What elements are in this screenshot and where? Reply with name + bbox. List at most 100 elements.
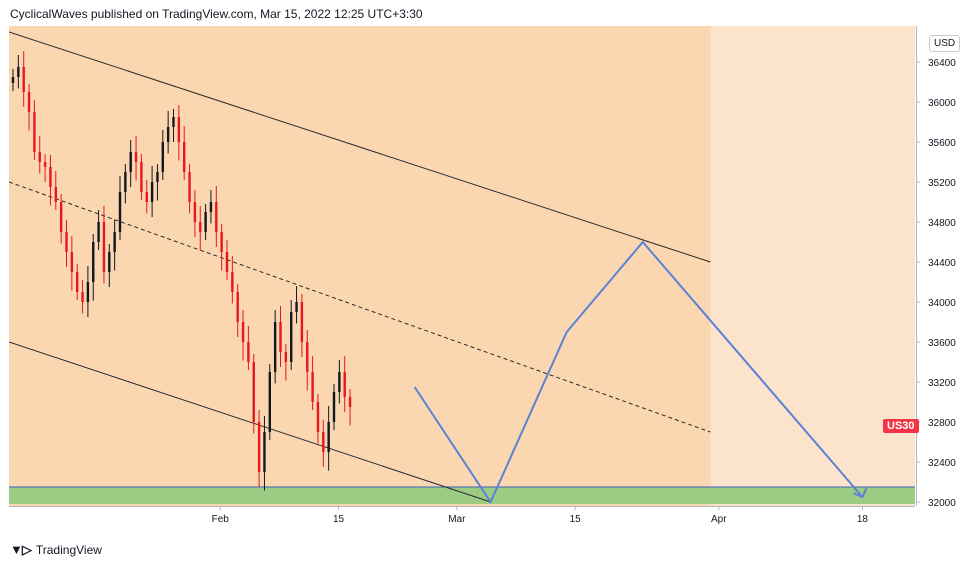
- candle-body: [273, 322, 277, 372]
- candle-body: [193, 202, 197, 222]
- candle-body: [316, 402, 320, 432]
- time-tick-label: 15: [570, 514, 582, 525]
- candle-body: [161, 142, 164, 172]
- candle-body: [263, 432, 266, 472]
- price-tick-label: 33600: [928, 338, 956, 349]
- candle-body: [27, 92, 31, 112]
- price-tick-label: 32000: [928, 498, 956, 506]
- candle-body: [306, 342, 309, 372]
- candle-body: [268, 372, 271, 432]
- candle-body: [188, 172, 191, 202]
- channel-region: [9, 26, 711, 506]
- price-tick-label: 33200: [928, 378, 956, 389]
- price-axis-canvas: 32000 32400 32800 33200 33600 34000 34400 34800…: [916, 26, 956, 509]
- price-tick-label: 32400: [928, 458, 956, 469]
- time-tick-label: Feb: [212, 514, 230, 525]
- price-tick-label: 35600: [928, 138, 956, 149]
- candle-body: [76, 272, 79, 292]
- time-tick-label: 15: [333, 514, 345, 525]
- candle-body: [102, 222, 106, 272]
- candle-body: [204, 212, 207, 232]
- candle-body: [199, 222, 202, 232]
- candle-body: [183, 142, 186, 172]
- candle-body: [252, 362, 255, 422]
- candle-body: [279, 322, 282, 352]
- candle-body: [300, 302, 304, 342]
- candle-body: [150, 182, 154, 202]
- price-tick-label: 36000: [928, 98, 956, 109]
- candle-body: [322, 432, 325, 452]
- time-axis-canvas: Feb15Mar15Apr18May16Jun15: [9, 506, 977, 525]
- candle-body: [129, 152, 132, 172]
- channel-middle-line: [9, 181, 711, 433]
- support-zone: [9, 487, 915, 504]
- candle-body: [338, 372, 341, 392]
- candle-body: [124, 172, 127, 192]
- chart-pane[interactable]: [9, 26, 915, 506]
- channel-upper-line: [9, 31, 711, 263]
- candle-body: [59, 202, 63, 232]
- candle-body: [236, 292, 239, 322]
- candle-body: [290, 312, 293, 362]
- candle-body: [311, 372, 314, 402]
- tradingview-logo-text: TradingView: [35, 543, 102, 557]
- channel-lower-line: [9, 341, 491, 503]
- chart-canvas[interactable]: [9, 26, 915, 506]
- candle-body: [108, 252, 111, 272]
- candle-body: [327, 422, 330, 452]
- price-axis[interactable]: 32000 32400 32800 33200 33600 34000 34400 34800…: [916, 26, 977, 509]
- candle-body: [70, 252, 74, 272]
- price-tick-label: 34800: [928, 218, 956, 229]
- candle-body: [97, 222, 100, 242]
- publisher-header: CyclicalWaves published on TradingView.c…: [10, 7, 423, 21]
- candle-body: [241, 322, 245, 342]
- price-tick-label: 34000: [928, 298, 956, 309]
- candle-body: [33, 112, 36, 152]
- candle-body: [295, 302, 298, 312]
- last-price-label: US30: [883, 419, 919, 433]
- candle-body: [11, 77, 15, 83]
- candle-body: [145, 192, 148, 202]
- candle-body: [118, 192, 122, 232]
- candle-body: [49, 167, 52, 187]
- candle-body: [43, 162, 47, 167]
- candle-body: [257, 422, 261, 472]
- candle-body: [134, 152, 138, 162]
- candle-body: [81, 292, 84, 302]
- tradingview-logo-icon: ▼▷: [10, 542, 32, 557]
- price-tick-label: 36400: [928, 58, 956, 69]
- projection-arrowhead: [853, 487, 868, 499]
- price-tick-label: 35200: [928, 178, 956, 189]
- candle-body: [113, 232, 116, 252]
- candle-body: [220, 232, 223, 252]
- currency-badge[interactable]: USD: [929, 35, 961, 52]
- candle-body: [92, 242, 95, 282]
- candle-body: [38, 152, 41, 162]
- candle-body: [22, 67, 25, 92]
- time-tick-label: Mar: [448, 514, 466, 525]
- time-tick-label: Apr: [711, 514, 727, 525]
- candle-body: [343, 372, 346, 397]
- time-tick-label: 18: [857, 514, 869, 525]
- candle-body: [156, 172, 159, 182]
- candle-body: [209, 202, 213, 212]
- candle-body: [284, 352, 288, 362]
- candle-body: [65, 232, 68, 252]
- candle-body: [17, 67, 20, 77]
- candle-body: [247, 342, 250, 362]
- price-tick-label: 32800: [928, 418, 956, 429]
- candle-body: [54, 187, 57, 202]
- candle-body: [225, 252, 229, 272]
- candle-body: [215, 202, 218, 232]
- candle-body: [231, 272, 234, 292]
- candle-body: [332, 392, 336, 422]
- projection-path: [413, 240, 864, 505]
- candle-body: [348, 397, 352, 407]
- time-axis[interactable]: Feb15Mar15Apr18May16Jun15: [9, 506, 977, 532]
- candle-body: [172, 117, 175, 127]
- price-tick-label: 34400: [928, 258, 956, 269]
- tradingview-logo[interactable]: ▼▷ TradingView: [10, 542, 102, 558]
- candle-body: [140, 162, 143, 192]
- candle-body: [166, 127, 170, 142]
- candle-body: [177, 117, 181, 142]
